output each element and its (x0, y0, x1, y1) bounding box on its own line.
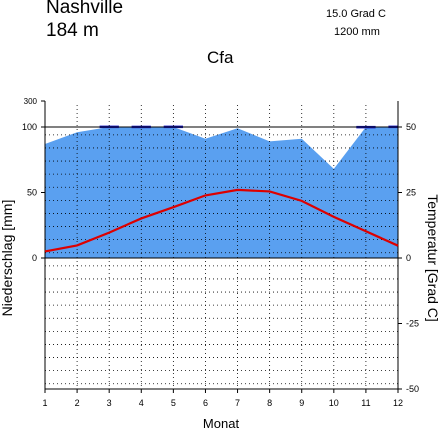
x-tick-label: 2 (75, 398, 80, 408)
right-axis-label: Temperatur [Grad C] (425, 194, 439, 322)
annual-mean-temperature: 15.0 Grad C (326, 8, 386, 20)
x-tick-label: 8 (267, 398, 272, 408)
temperature-line (44, 188, 399, 253)
station-name: Nashville (46, 0, 124, 18)
climate-classification: Cfa (207, 48, 234, 67)
x-tick-label: 5 (171, 398, 176, 408)
right-tick-label: 25 (406, 188, 416, 198)
x-tick-label: 1 (42, 398, 47, 408)
x-tick-label: 7 (235, 398, 240, 408)
x-tick-label: 12 (393, 398, 403, 408)
x-tick-label: 3 (107, 398, 112, 408)
x-tick-label: 10 (329, 398, 339, 408)
right-tick-label: 50 (406, 122, 416, 132)
left-tick-label: 100 (22, 122, 37, 132)
temperature-layer (44, 188, 399, 253)
x-tick-label: 4 (139, 398, 144, 408)
left-tick-label: 50 (27, 188, 37, 198)
annual-precipitation: 1200 mm (334, 26, 380, 38)
x-tick-label: 11 (361, 398, 370, 408)
x-axis-label: Monat (203, 416, 240, 430)
station-elevation: 184 m (46, 20, 99, 41)
grid-layer (45, 105, 398, 389)
right-tick-label: 0 (406, 253, 411, 263)
left-axis-label: Niederschlag [mm] (0, 200, 15, 317)
x-tick-label: 9 (299, 398, 304, 408)
x-tick-label: 6 (203, 398, 208, 408)
left-tick-label: 0 (32, 253, 37, 263)
left-tick-label: 300 (24, 97, 38, 106)
right-tick-label: -25 (406, 319, 419, 329)
right-tick-label: -50 (406, 384, 419, 394)
